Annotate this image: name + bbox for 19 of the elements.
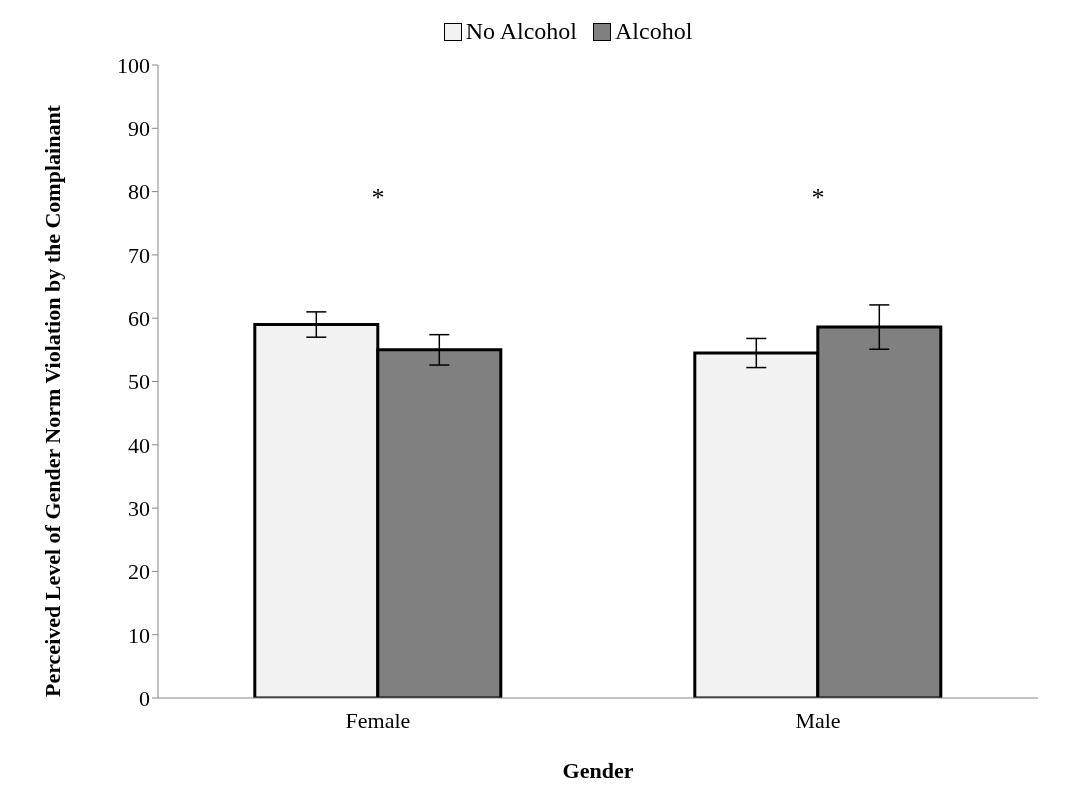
y-tick-label: 50 xyxy=(128,369,150,395)
y-tick-label: 40 xyxy=(128,432,150,458)
y-tick-label: 90 xyxy=(128,116,150,142)
y-tick-label: 60 xyxy=(128,306,150,332)
y-tick-label: 0 xyxy=(139,685,150,711)
legend-label: Alcohol xyxy=(615,18,693,45)
y-tick-label: 70 xyxy=(128,242,150,268)
y-tick-label: 30 xyxy=(128,495,150,521)
x-tick-label: Male xyxy=(795,707,841,733)
y-tick-label: 80 xyxy=(128,179,150,205)
annotation: * xyxy=(370,183,386,213)
x-axis-title: Gender xyxy=(562,758,634,783)
annotation: * xyxy=(810,183,826,213)
y-tick-label: 20 xyxy=(128,559,150,585)
y-tick-label: 100 xyxy=(117,52,150,78)
x-tick-label: Female xyxy=(345,707,411,733)
y-tick-label: 10 xyxy=(128,622,150,648)
y-axis-title: Perceived Level of Gender Norm Violation by the Complainant xyxy=(39,103,66,699)
legend-label: No Alcohol xyxy=(465,18,577,45)
